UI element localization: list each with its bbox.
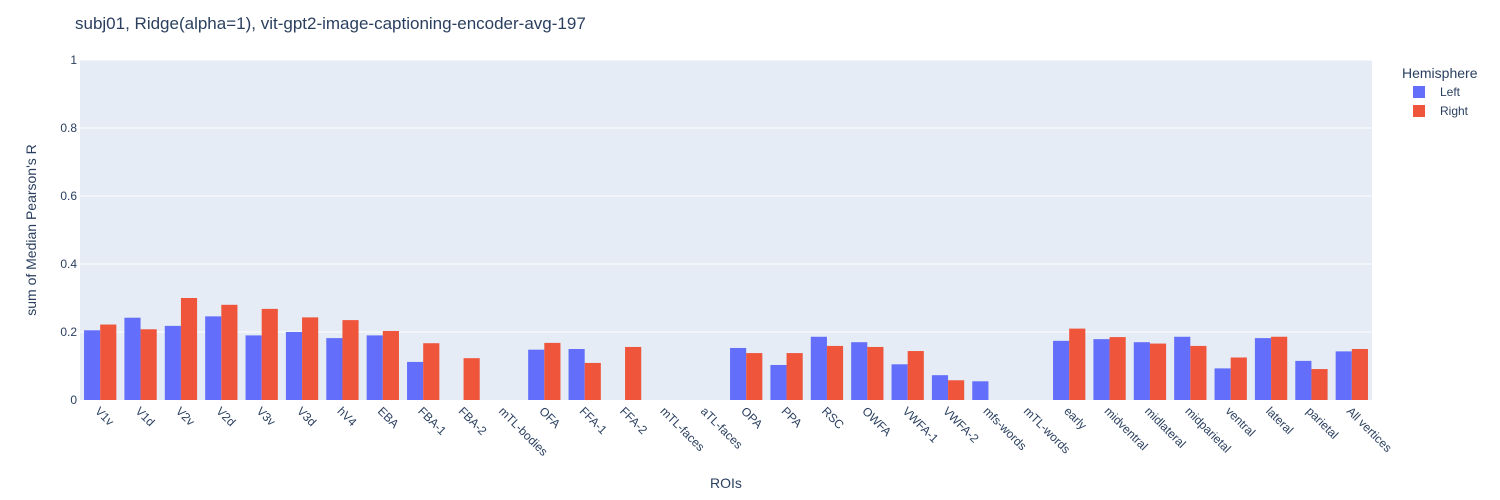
- x-tick-label: OPA: [738, 404, 765, 431]
- x-tick-label: parietal: [1303, 404, 1341, 442]
- bar-right-vwfa-2: [948, 380, 965, 400]
- x-tick-label: FFA-2: [617, 404, 650, 437]
- bar-left-vwfa-1: [891, 364, 908, 400]
- bar-left-ventral: [1214, 368, 1231, 400]
- bar-right-early: [1069, 328, 1086, 400]
- x-tick-label: FFA-1: [577, 404, 610, 437]
- bar-right-owfa: [867, 346, 884, 400]
- bar-right-all-vertices: [1351, 349, 1368, 400]
- bar-left-v2v: [164, 325, 181, 400]
- x-tick-label: PPA: [779, 404, 805, 430]
- x-tick-label: RSC: [819, 404, 847, 432]
- bar-right-ffa-2: [625, 346, 642, 400]
- bar-right-lateral: [1271, 336, 1288, 400]
- legend: Hemisphere Left Right: [1402, 65, 1478, 118]
- bar-right-opa: [746, 353, 763, 400]
- legend-label-right: Right: [1440, 104, 1469, 118]
- bar-left-lateral: [1254, 338, 1272, 400]
- bar-left-vwfa-2: [931, 375, 949, 400]
- bar-left-v2d: [205, 316, 222, 400]
- bar-left-eba: [366, 335, 383, 400]
- x-tick-label: All vertices: [1344, 404, 1395, 455]
- bar-left-opa: [730, 347, 747, 400]
- y-tick-label: 0: [70, 393, 77, 407]
- bar-left-v3d: [285, 332, 303, 400]
- bar-left-ffa-1: [568, 349, 585, 400]
- bar-left-v1v: [84, 330, 101, 400]
- x-tick-label: VWFA-2: [940, 404, 982, 446]
- bar-right-midlateral: [1149, 343, 1167, 400]
- bars: [84, 298, 1368, 400]
- x-tick-label: hV4: [334, 404, 359, 429]
- bar-left-early: [1053, 340, 1070, 400]
- bar-left-v3v: [245, 335, 262, 400]
- x-tick-labels: V1v V1d V2v V2d V3v V3d hV4 EBA FBA-1 FBA-2 mTL-bo…: [92, 404, 1395, 459]
- x-tick-label: ventral: [1223, 404, 1258, 439]
- bar-left-owfa: [851, 342, 868, 400]
- bar-left-midlateral: [1133, 342, 1150, 400]
- x-tick-label: early: [1061, 404, 1089, 432]
- bar-right-v2d: [221, 304, 238, 400]
- bar-right-midparietal: [1190, 345, 1207, 400]
- y-axis-title: sum of Median Pearson's R: [23, 144, 39, 316]
- bar-right-fba-1: [423, 343, 440, 400]
- bar-right-hv4: [342, 320, 359, 400]
- bar-left-all-vertices: [1335, 351, 1352, 400]
- x-tick-label: FBA-2: [456, 404, 490, 438]
- legend-label-left: Left: [1440, 85, 1461, 99]
- x-axis-title: ROIs: [710, 475, 742, 491]
- bar-right-ofa: [544, 342, 561, 400]
- legend-swatch-right: [1413, 105, 1425, 117]
- x-tick-label: V3d: [294, 404, 319, 429]
- bar-left-hv4: [326, 338, 343, 400]
- bar-left-fba-1: [407, 361, 424, 400]
- bar-left-ofa: [528, 349, 545, 400]
- bar-right-v3d: [302, 317, 319, 400]
- bar-left-mfs-words: [972, 381, 989, 400]
- x-tick-label: OWFA: [859, 404, 894, 439]
- x-tick-label: V3v: [254, 404, 279, 429]
- bar-left-parietal: [1295, 360, 1312, 400]
- y-tick-label: 0.2: [60, 325, 77, 339]
- bar-right-v2v: [180, 298, 198, 400]
- bar-right-v1v: [100, 324, 117, 400]
- x-tick-label: lateral: [1263, 404, 1296, 437]
- chart-title: subj01, Ridge(alpha=1), vit-gpt2-image-c…: [75, 14, 586, 33]
- legend-title: Hemisphere: [1402, 65, 1478, 81]
- x-tick-label: OFA: [536, 404, 563, 431]
- bar-right-fba-2: [463, 358, 480, 400]
- bar-right-v1d: [140, 329, 157, 400]
- bar-left-ppa: [770, 364, 787, 400]
- bar-right-parietal: [1311, 369, 1328, 400]
- bar-right-ppa: [786, 353, 803, 400]
- x-tick-label: V2v: [173, 404, 198, 429]
- bar-right-midventral: [1109, 337, 1126, 400]
- bar-right-ffa-1: [584, 362, 601, 400]
- y-tick-label: 0.6: [60, 189, 77, 203]
- y-tick-labels: 0 0.2 0.4 0.6 0.8 1: [60, 53, 77, 407]
- y-tick-label: 1: [70, 53, 77, 67]
- bar-right-rsc: [826, 345, 844, 400]
- bar-right-vwfa-1: [907, 351, 924, 400]
- y-tick-label: 0.8: [60, 121, 77, 135]
- bar-right-ventral: [1230, 357, 1247, 400]
- bar-left-v1d: [124, 317, 141, 400]
- x-tick-label: V1v: [92, 404, 117, 429]
- x-tick-label: VWFA-1: [900, 404, 942, 446]
- bar-left-midventral: [1093, 339, 1110, 400]
- bar-right-v3v: [261, 308, 278, 400]
- x-tick-label: V1d: [133, 404, 158, 429]
- y-tick-label: 0.4: [60, 257, 77, 271]
- x-tick-label: V2d: [213, 404, 238, 429]
- x-tick-label: FBA-1: [415, 404, 449, 438]
- bar-right-eba: [382, 330, 399, 400]
- legend-swatch-left: [1413, 86, 1425, 98]
- x-tick-label: EBA: [375, 404, 402, 431]
- bar-left-rsc: [810, 336, 827, 400]
- bar-left-midparietal: [1174, 336, 1191, 400]
